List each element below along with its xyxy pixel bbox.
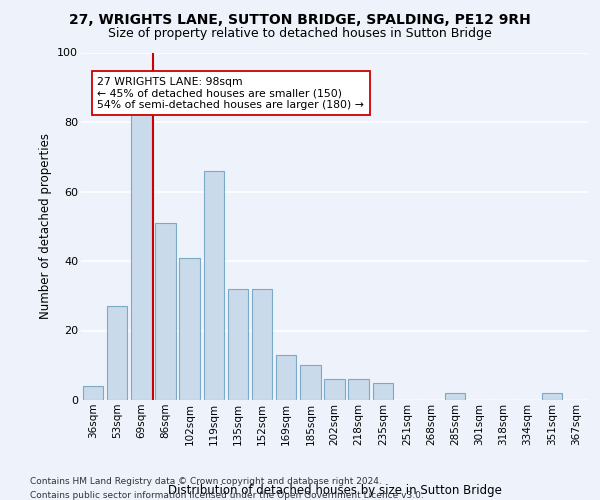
Bar <box>203 170 224 400</box>
Text: 27, WRIGHTS LANE, SUTTON BRIDGE, SPALDING, PE12 9RH: 27, WRIGHTS LANE, SUTTON BRIDGE, SPALDIN… <box>69 12 531 26</box>
Bar <box>276 355 296 400</box>
Bar <box>300 365 320 400</box>
Bar <box>227 289 248 400</box>
Y-axis label: Number of detached properties: Number of detached properties <box>38 133 52 320</box>
Bar <box>373 382 393 400</box>
Bar <box>155 223 176 400</box>
Bar <box>179 258 200 400</box>
Bar <box>324 379 345 400</box>
Bar <box>542 393 562 400</box>
Bar <box>349 379 369 400</box>
Bar <box>252 289 272 400</box>
Bar <box>107 306 127 400</box>
Text: Contains public sector information licensed under the Open Government Licence v3: Contains public sector information licen… <box>30 491 424 500</box>
Text: 27 WRIGHTS LANE: 98sqm
← 45% of detached houses are smaller (150)
54% of semi-de: 27 WRIGHTS LANE: 98sqm ← 45% of detached… <box>97 77 364 110</box>
Bar <box>83 386 103 400</box>
X-axis label: Distribution of detached houses by size in Sutton Bridge: Distribution of detached houses by size … <box>167 484 502 497</box>
Bar <box>131 108 152 400</box>
Bar <box>445 393 466 400</box>
Text: Contains HM Land Registry data © Crown copyright and database right 2024.: Contains HM Land Registry data © Crown c… <box>30 478 382 486</box>
Text: Size of property relative to detached houses in Sutton Bridge: Size of property relative to detached ho… <box>108 28 492 40</box>
